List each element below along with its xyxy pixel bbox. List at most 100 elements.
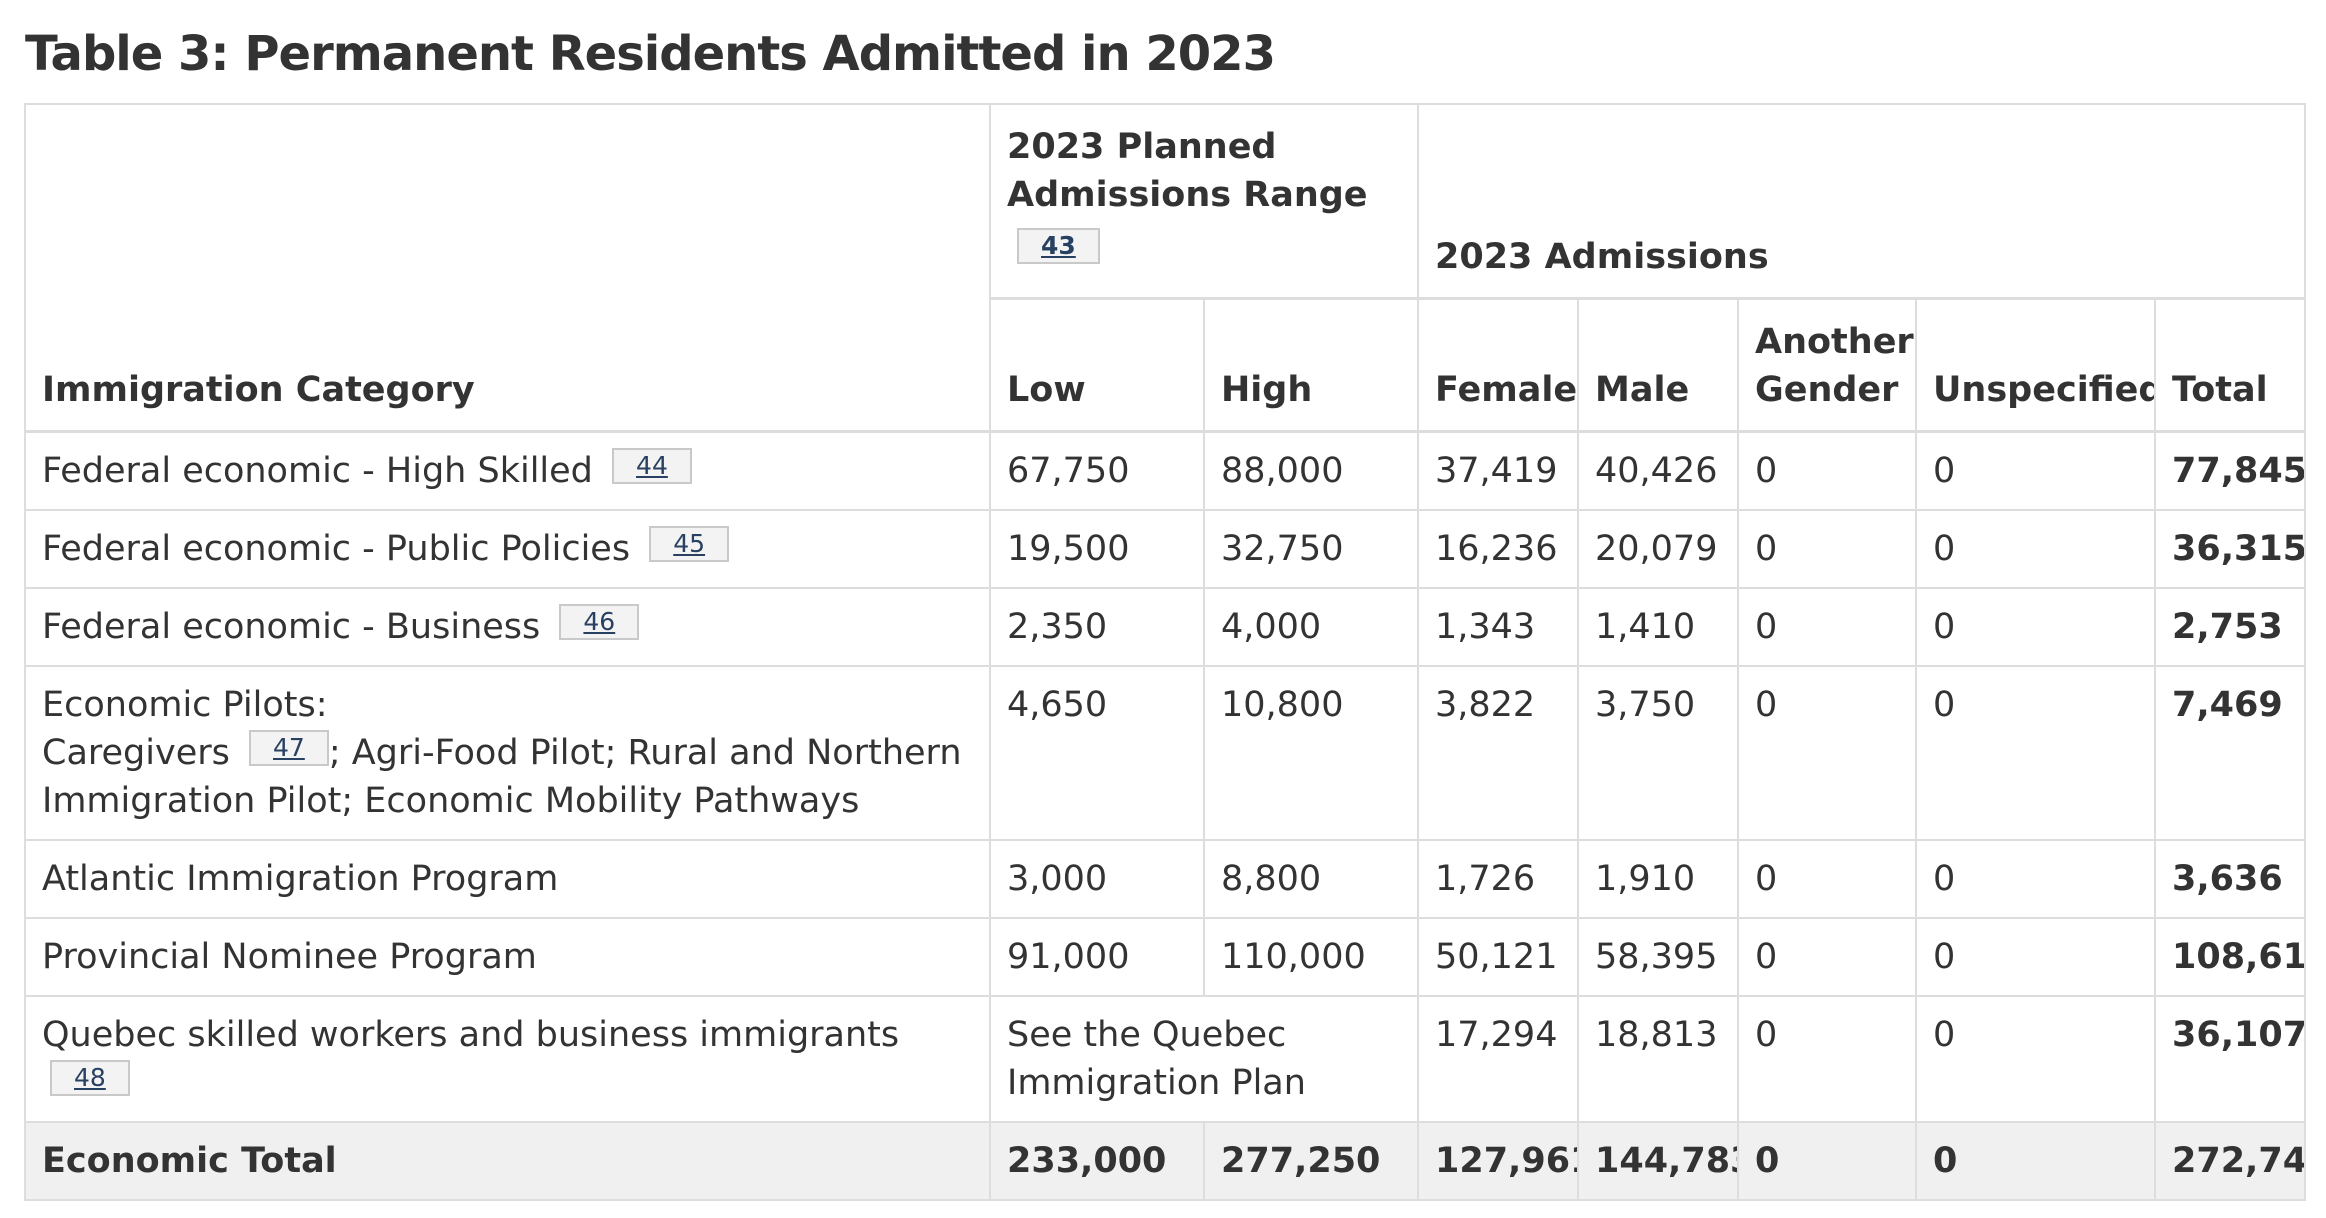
cell-total: 3,636 <box>2153 839 2307 919</box>
cell-high: 4,000 <box>1203 587 1419 667</box>
cell-another-gender: 0 <box>1737 917 1917 997</box>
cell-high: 277,250 <box>1203 1121 1419 1201</box>
planned-note-line1: See the Quebec <box>1007 1015 1287 1055</box>
table-row: Provincial Nominee Program 91,000 110,00… <box>24 917 2307 997</box>
cell-high: 32,750 <box>1203 509 1419 589</box>
header-total: Total <box>2153 297 2307 433</box>
cell-high: 10,800 <box>1203 665 1419 841</box>
row-category: Federal economic - Public Policies 45 <box>24 509 991 589</box>
cell-another-gender: 0 <box>1737 665 1917 841</box>
cell-male: 1,410 <box>1577 587 1739 667</box>
cell-male: 3,750 <box>1577 665 1739 841</box>
cell-another-gender: 0 <box>1737 995 1917 1123</box>
header-another-line1: Another <box>1755 322 1914 362</box>
footnote-46-link[interactable]: 46 <box>559 604 640 640</box>
cell-another-gender: 0 <box>1737 509 1917 589</box>
cell-high: 8,800 <box>1203 839 1419 919</box>
cell-unspecified: 0 <box>1915 1121 2156 1201</box>
table-row: Federal economic - High Skilled 44 67,75… <box>24 430 2307 511</box>
row-category: Provincial Nominee Program <box>24 917 991 997</box>
header-planned-line1: 2023 Planned <box>1007 127 1277 167</box>
cell-unspecified: 0 <box>1915 430 2156 511</box>
cell-unspecified: 0 <box>1915 665 2156 841</box>
table-row: Federal economic - Public Policies 45 19… <box>24 509 2307 589</box>
cell-another-gender: 0 <box>1737 1121 1917 1201</box>
footnote-45-link[interactable]: 45 <box>649 526 730 562</box>
cell-female: 50,121 <box>1417 917 1579 997</box>
cell-male: 1,910 <box>1577 839 1739 919</box>
cell-low: 19,500 <box>989 509 1205 589</box>
footnote-43-link[interactable]: 43 <box>1017 228 1100 264</box>
cell-another-gender: 0 <box>1737 430 1917 511</box>
cell-total: 272,744 <box>2153 1121 2307 1201</box>
row-category-label: Federal economic - High Skilled <box>42 451 593 491</box>
footnote-47-link[interactable]: 47 <box>249 730 329 766</box>
cell-female: 127,961 <box>1417 1121 1579 1201</box>
cell-male: 58,395 <box>1577 917 1739 997</box>
cell-total: 2,753 <box>2153 587 2307 667</box>
cell-total: 36,107 <box>2153 995 2307 1123</box>
cell-planned-range-note: See the Quebec Immigration Plan <box>989 995 1419 1123</box>
header-planned-line2: Admissions Range <box>1007 175 1368 215</box>
cell-another-gender: 0 <box>1737 839 1917 919</box>
row-category: Federal economic - Business 46 <box>24 587 991 667</box>
cell-total: 7,469 <box>2153 665 2307 841</box>
table-row: Atlantic Immigration Program 3,000 8,800… <box>24 839 2307 919</box>
header-unspecified: Unspecified <box>1915 297 2156 433</box>
row-category: Economic Pilots: Caregivers 47; Agri-Foo… <box>24 665 991 841</box>
cell-female: 16,236 <box>1417 509 1579 589</box>
cell-male: 20,079 <box>1577 509 1739 589</box>
footnote-44-link[interactable]: 44 <box>612 448 692 484</box>
table-row: Economic Pilots: Caregivers 47; Agri-Foo… <box>24 665 2307 841</box>
header-2023-admissions: 2023 Admissions <box>1416 103 2307 300</box>
header-planned-admissions-range: 2023 Planned Admissions Range 43 <box>989 103 1419 300</box>
header-high: High <box>1203 297 1419 433</box>
economic-total-label: Economic Total <box>24 1121 991 1201</box>
cell-unspecified: 0 <box>1915 509 2156 589</box>
cell-unspecified: 0 <box>1915 587 2156 667</box>
cell-low: 4,650 <box>989 665 1205 841</box>
row-category: Federal economic - High Skilled 44 <box>24 430 991 511</box>
cell-male: 40,426 <box>1577 430 1739 511</box>
row-category-line1: Economic Pilots: <box>42 685 328 725</box>
cell-low: 2,350 <box>989 587 1205 667</box>
cell-unspecified: 0 <box>1915 995 2156 1123</box>
header-immigration-category: Immigration Category <box>24 103 991 433</box>
cell-female: 17,294 <box>1417 995 1579 1123</box>
cell-low: 3,000 <box>989 839 1205 919</box>
row-category-line2: Caregivers 47; Agri-Food Pilot; Rural an… <box>42 729 973 777</box>
cell-total: 36,315 <box>2153 509 2307 589</box>
permanent-residents-table: Immigration Category 2023 Planned Admiss… <box>24 103 2307 1201</box>
planned-note-line2: Immigration Plan <box>1007 1063 1306 1103</box>
table-row: Quebec skilled workers and business immi… <box>24 995 2307 1123</box>
cell-female: 1,343 <box>1417 587 1579 667</box>
row-category: Quebec skilled workers and business immi… <box>24 995 991 1123</box>
header-female: Female <box>1417 297 1579 433</box>
header-another-gender: Another Gender <box>1737 297 1917 433</box>
cell-total: 108,619 <box>2153 917 2307 997</box>
cell-high: 88,000 <box>1203 430 1419 511</box>
cell-low: 67,750 <box>989 430 1205 511</box>
table-row: Federal economic - Business 46 2,350 4,0… <box>24 587 2307 667</box>
cell-unspecified: 0 <box>1915 917 2156 997</box>
header-male: Male <box>1577 297 1739 433</box>
cell-male: 18,813 <box>1577 995 1739 1123</box>
header-low: Low <box>989 297 1205 433</box>
row-category-part2: ; Agri-Food Pilot; Rural and Northern <box>328 733 962 773</box>
cell-female: 1,726 <box>1417 839 1579 919</box>
header-another-line2: Gender <box>1755 370 1899 410</box>
table-caption: Table 3: Permanent Residents Admitted in… <box>25 26 1276 82</box>
footnote-48-link[interactable]: 48 <box>50 1060 130 1096</box>
cell-another-gender: 0 <box>1737 587 1917 667</box>
row-category-label: Federal economic - Business <box>42 607 541 647</box>
row-category: Atlantic Immigration Program <box>24 839 991 919</box>
row-category-label: Quebec skilled workers and business immi… <box>42 1015 900 1055</box>
cell-total: 77,845 <box>2153 430 2307 511</box>
cell-unspecified: 0 <box>1915 839 2156 919</box>
row-category-line3: Immigration Pilot; Economic Mobility Pat… <box>42 781 860 821</box>
cell-female: 3,822 <box>1417 665 1579 841</box>
row-category-part1: Caregivers <box>42 733 230 773</box>
cell-high: 110,000 <box>1203 917 1419 997</box>
cell-low: 233,000 <box>989 1121 1205 1201</box>
